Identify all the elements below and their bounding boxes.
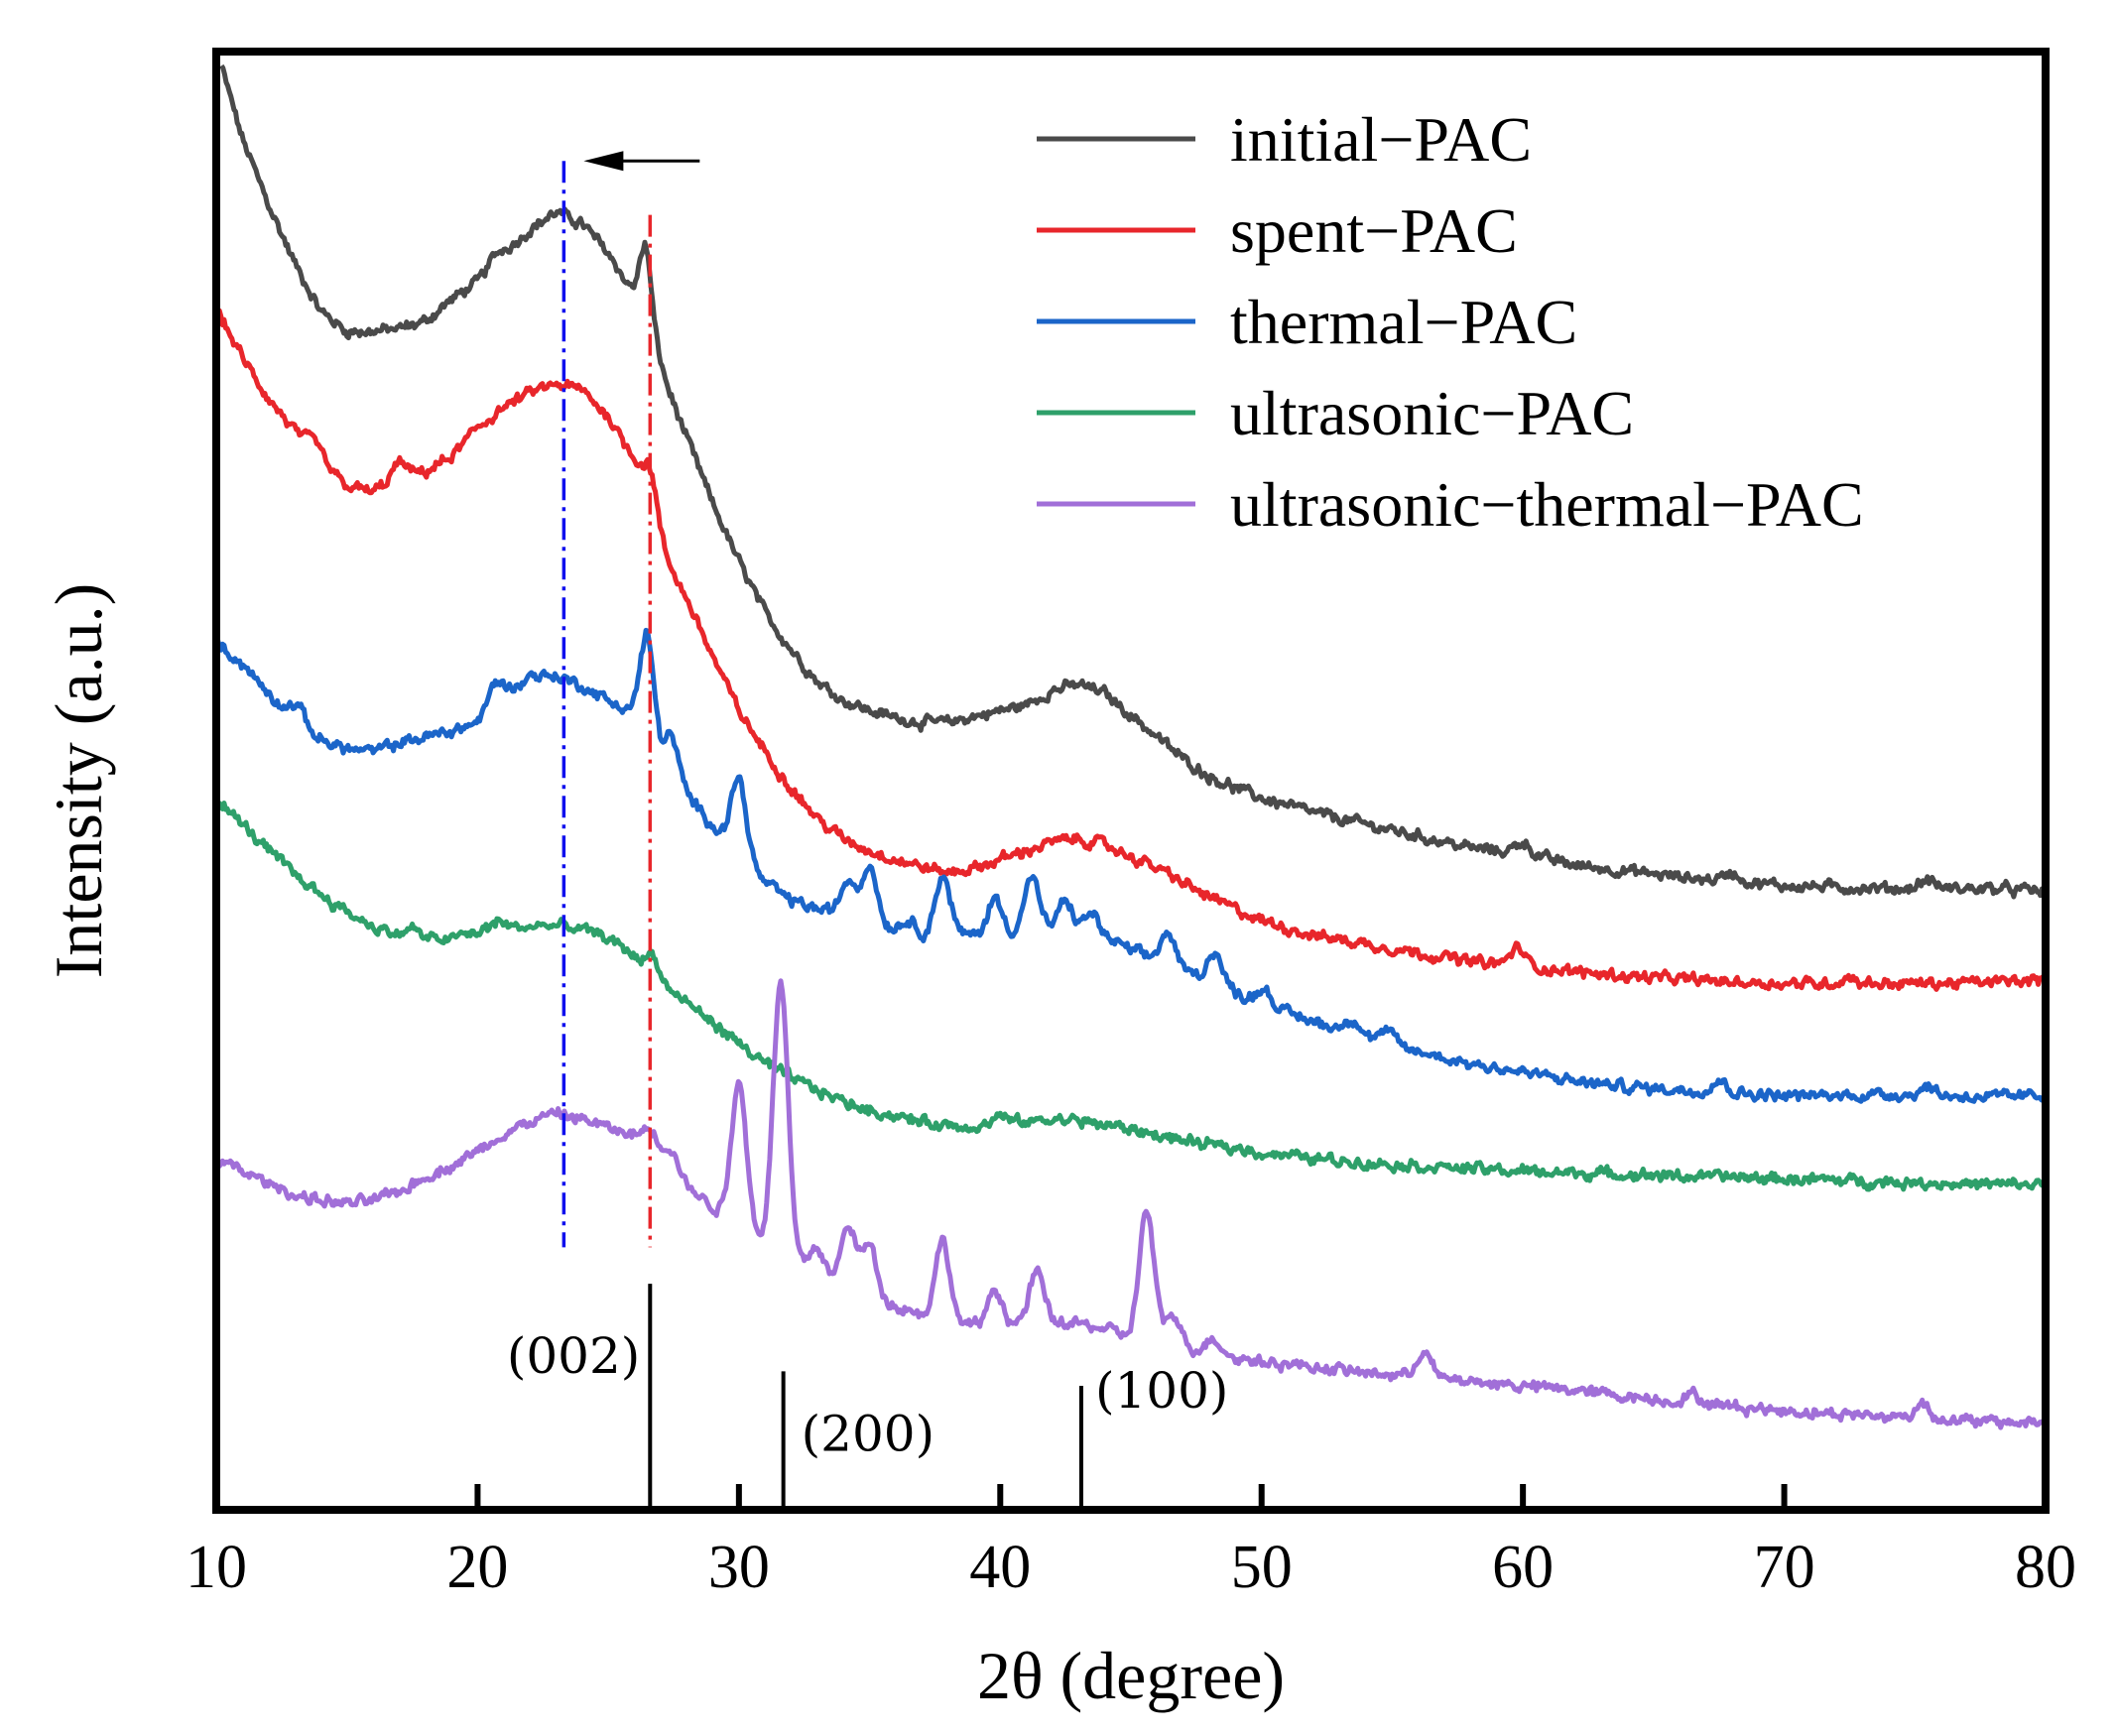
x-axis-title: 2θ (degree) (977, 1638, 1285, 1713)
legend-label-2: spent−PAC (1230, 195, 1518, 266)
x-axis-ticks: 10 20 30 40 50 60 70 80 (186, 1484, 2076, 1601)
reference-peak-label-2: (200) (802, 1405, 934, 1462)
x-tick-label-70: 70 (1754, 1534, 1815, 1601)
legend-label-1: initial−PAC (1230, 104, 1532, 175)
series-layer (213, 63, 2048, 1430)
x-tick-label-80: 80 (2015, 1534, 2076, 1601)
x-tick-label-60: 60 (1492, 1534, 1554, 1601)
series-line-5 (213, 978, 2046, 1430)
legend-label-3: thermal−PAC (1230, 287, 1577, 357)
reference-peak-label-3: (100) (1095, 1362, 1228, 1420)
shift-arrow-head (583, 151, 624, 172)
series-line-4 (213, 800, 2046, 1192)
plot-frame (212, 48, 2050, 1514)
reference-peaks: (002) (200) (100) (507, 1284, 1228, 1510)
series-line-2 (215, 308, 2047, 992)
x-tick-label-30: 30 (708, 1534, 770, 1601)
legend: initial−PAC spent−PAC thermal−PAC ultrasoni… (1037, 104, 1864, 540)
series-line-1 (219, 63, 2047, 900)
x-tick-label-50: 50 (1231, 1534, 1293, 1601)
x-tick-label-20: 20 (446, 1534, 508, 1601)
x-tick-label-10: 10 (186, 1534, 247, 1601)
reference-peak-label-1: (002) (507, 1327, 640, 1385)
x-tick-label-40: 40 (969, 1534, 1031, 1601)
legend-label-4: ultrasonic−PAC (1230, 378, 1634, 448)
legend-label-5: ultrasonic−thermal−PAC (1230, 469, 1864, 540)
series-line-3 (213, 627, 2048, 1104)
y-axis-title: Intensity (a.u.) (41, 583, 116, 978)
reference-lines (561, 161, 653, 1248)
shift-arrow (583, 151, 700, 172)
